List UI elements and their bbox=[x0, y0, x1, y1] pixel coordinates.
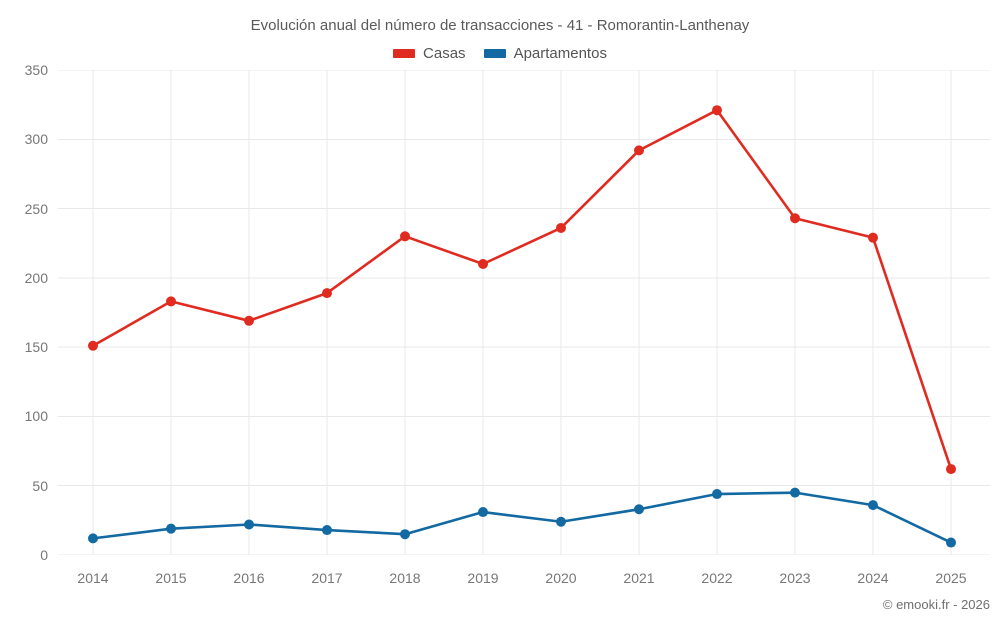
y-axis-tick-label: 300 bbox=[24, 131, 48, 148]
x-axis-tick-label: 2018 bbox=[389, 570, 421, 586]
data-point[interactable] bbox=[166, 296, 176, 307]
data-point[interactable] bbox=[166, 523, 176, 534]
data-point[interactable] bbox=[868, 500, 878, 511]
series-points bbox=[88, 105, 956, 548]
y-axis: 0 50 100 150 200 250 300 350 bbox=[0, 0, 48, 625]
legend-label-apartamentos: Apartamentos bbox=[513, 45, 607, 62]
x-axis-tick-label: 2016 bbox=[233, 570, 265, 586]
x-axis-tick-label: 2022 bbox=[701, 570, 733, 586]
series-line-casas bbox=[91, 108, 953, 471]
data-point[interactable] bbox=[790, 487, 800, 498]
data-point[interactable] bbox=[88, 340, 98, 351]
plot-area bbox=[58, 70, 990, 555]
y-axis-tick-label: 100 bbox=[24, 408, 48, 425]
data-point[interactable] bbox=[634, 145, 644, 156]
y-axis-tick-label: 50 bbox=[32, 477, 48, 494]
data-point[interactable] bbox=[88, 533, 98, 544]
data-point[interactable] bbox=[556, 516, 566, 527]
x-axis-tick-label: 2021 bbox=[623, 570, 655, 586]
legend-item-casas[interactable]: Casas bbox=[393, 45, 466, 62]
series-line-apartamentos bbox=[91, 491, 953, 544]
data-point[interactable] bbox=[244, 315, 254, 326]
data-point[interactable] bbox=[400, 231, 410, 242]
y-axis-tick-label: 200 bbox=[24, 269, 48, 286]
data-point[interactable] bbox=[712, 105, 722, 116]
chart-legend: Casas Apartamentos bbox=[0, 45, 1000, 62]
x-axis-tick-label: 2017 bbox=[311, 570, 343, 586]
data-point[interactable] bbox=[400, 529, 410, 540]
series-lines bbox=[91, 108, 953, 544]
data-point[interactable] bbox=[946, 464, 956, 475]
data-point[interactable] bbox=[478, 259, 488, 269]
data-point[interactable] bbox=[790, 213, 800, 224]
legend-item-apartamentos[interactable]: Apartamentos bbox=[483, 45, 607, 62]
data-point[interactable] bbox=[478, 507, 488, 518]
data-point[interactable] bbox=[634, 504, 644, 515]
x-axis-tick-label: 2014 bbox=[77, 570, 109, 586]
data-point[interactable] bbox=[322, 525, 332, 536]
chart-title: Evolución anual del número de transaccio… bbox=[250, 17, 750, 34]
x-axis-tick-label: 2023 bbox=[779, 570, 811, 586]
data-point[interactable] bbox=[244, 519, 254, 530]
y-axis-tick-label: 0 bbox=[40, 547, 48, 563]
grid-lines bbox=[58, 70, 990, 555]
data-point[interactable] bbox=[868, 232, 878, 243]
y-axis-tick-label: 350 bbox=[24, 62, 48, 78]
plot-svg bbox=[58, 70, 990, 555]
y-axis-tick-label: 150 bbox=[24, 339, 48, 356]
copyright-credit: © emooki.fr - 2026 bbox=[882, 597, 990, 612]
legend-label-casas: Casas bbox=[423, 45, 466, 62]
x-axis-tick-label: 2024 bbox=[857, 570, 889, 586]
x-axis-tick-label: 2025 bbox=[935, 570, 967, 586]
x-axis-tick-label: 2019 bbox=[467, 570, 499, 586]
data-point[interactable] bbox=[556, 222, 566, 233]
data-point[interactable] bbox=[946, 537, 956, 548]
data-point[interactable] bbox=[712, 489, 722, 500]
legend-swatch-apartamentos bbox=[483, 49, 506, 58]
x-axis-tick-label: 2020 bbox=[545, 570, 577, 586]
y-axis-tick-label: 250 bbox=[24, 200, 48, 217]
data-point[interactable] bbox=[322, 288, 332, 299]
legend-swatch-casas bbox=[393, 49, 416, 58]
x-axis-tick-label: 2015 bbox=[155, 570, 187, 586]
